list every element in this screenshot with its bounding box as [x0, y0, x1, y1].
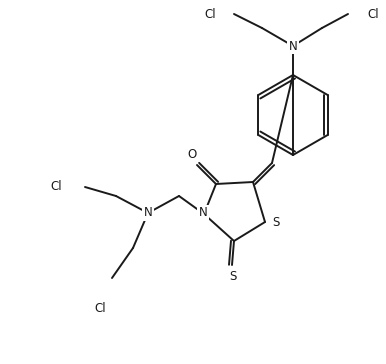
Text: S: S: [229, 270, 237, 284]
Text: Cl: Cl: [204, 8, 216, 20]
Text: N: N: [199, 206, 207, 219]
Text: N: N: [289, 40, 297, 52]
Text: Cl: Cl: [50, 181, 62, 194]
Text: Cl: Cl: [94, 301, 106, 314]
Text: N: N: [144, 206, 152, 219]
Text: Cl: Cl: [367, 8, 379, 20]
Text: S: S: [272, 217, 280, 229]
Text: O: O: [187, 149, 196, 162]
